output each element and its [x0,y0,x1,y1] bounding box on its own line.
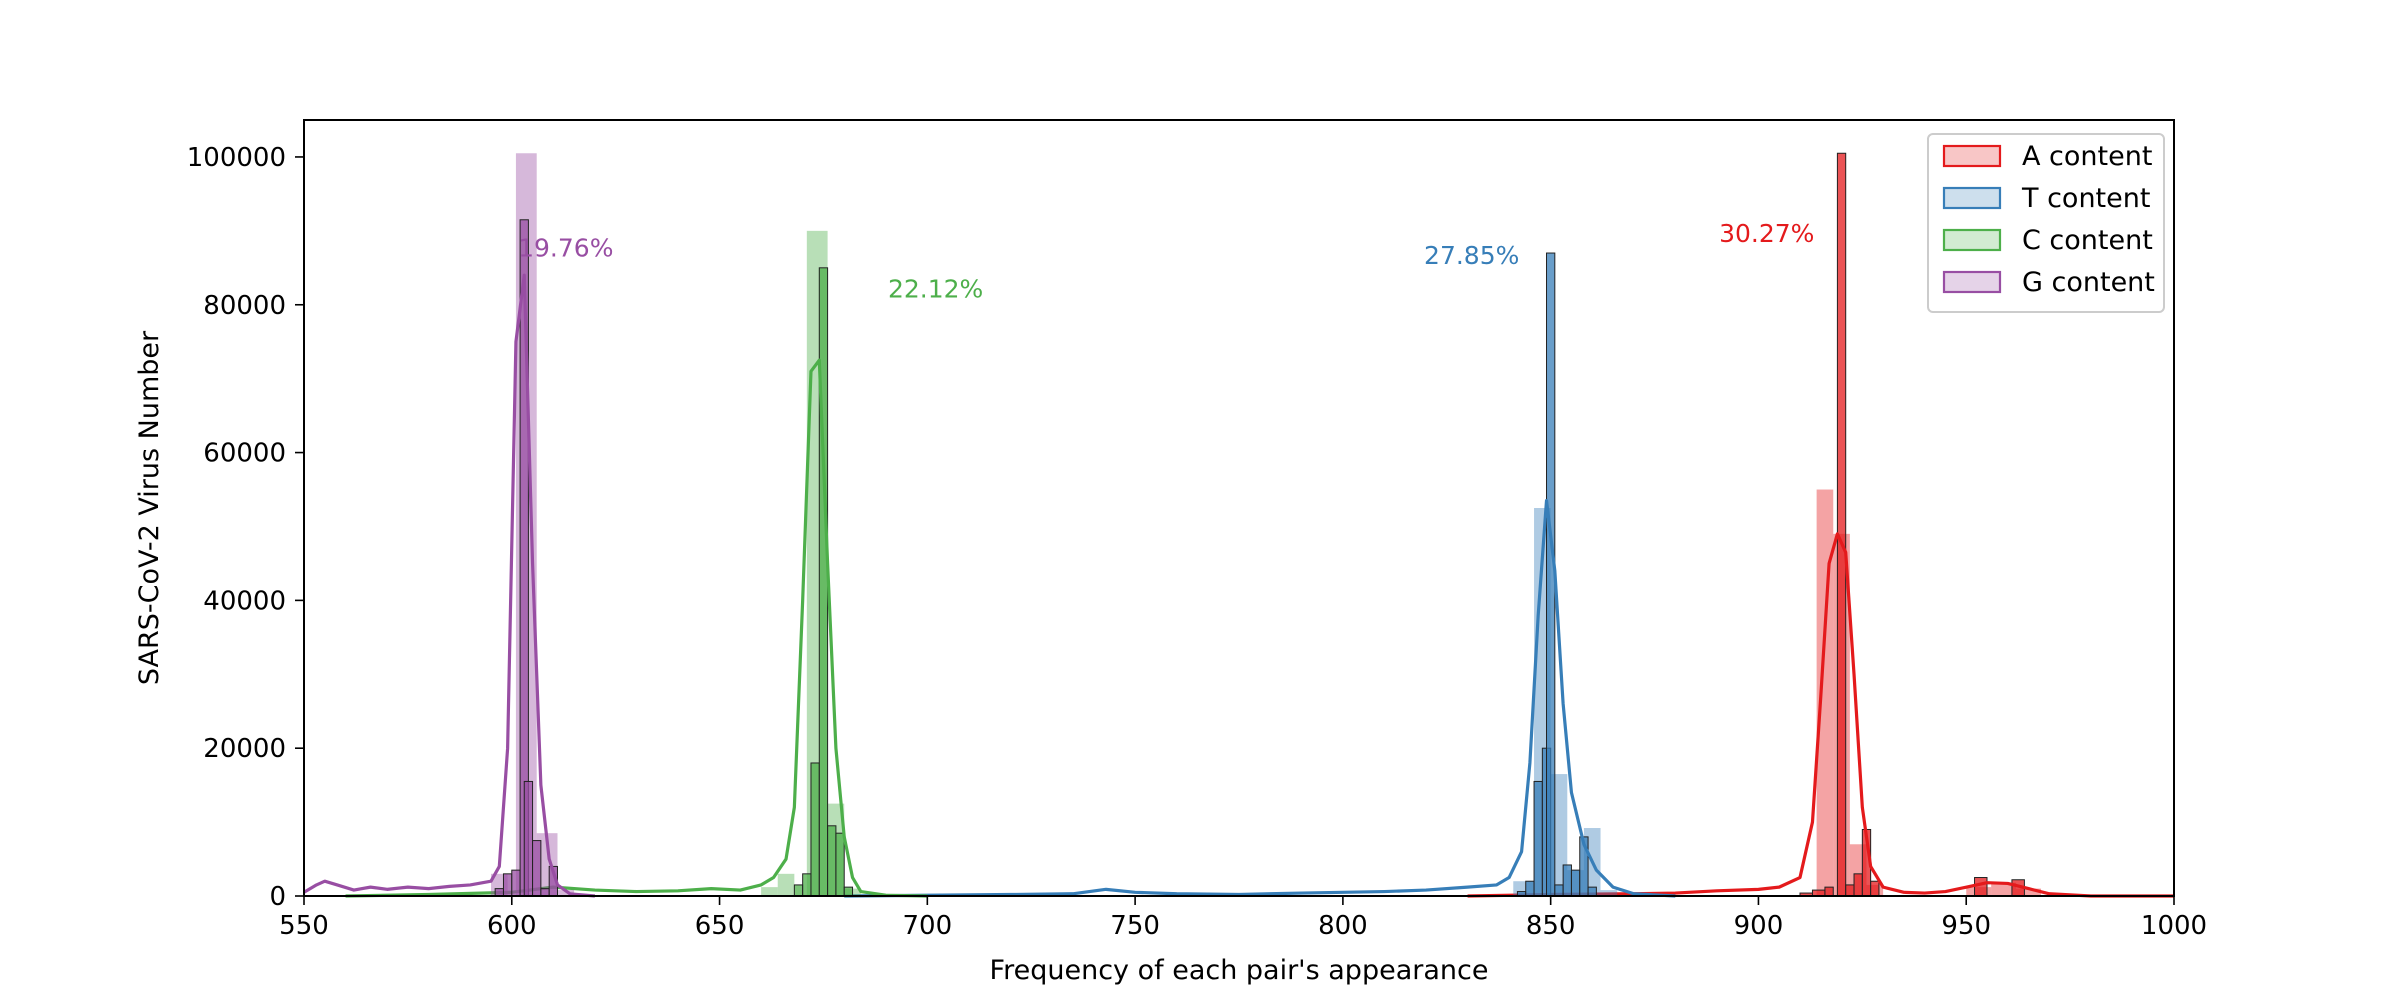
histogram-bar-narrow [1836,152,1847,897]
histogram-bar-narrow [1824,886,1834,897]
series-2 [844,252,1676,898]
legend-item: G content [1942,267,2155,298]
histogram-bar-narrow [1845,884,1855,897]
histogram-bar-wide [1991,882,2017,896]
histogram-bar-narrow [827,825,837,897]
legend-swatch [1942,228,2002,252]
series-4 [303,153,596,898]
x-tick-label: 650 [695,911,745,941]
histogram-bar-narrow [793,884,804,897]
percentage-annotation: 19.76% [518,234,613,263]
histogram-bar-narrow [511,869,521,897]
legend-item: T content [1942,183,2150,214]
x-tick-label: 550 [279,911,329,941]
x-tick-label: 900 [1734,911,1784,941]
legend-label: A content [2022,141,2152,172]
y-tick-label: 100000 [187,143,286,173]
series-1 [1467,152,2174,898]
legend-label: T content [2021,183,2150,214]
histogram-bar-narrow [1870,880,1880,897]
histogram-bar-narrow [1853,873,1863,897]
x-tick-label: 1000 [2141,911,2207,941]
histogram-bar-wide [1816,489,1834,896]
plot-area [303,152,2174,898]
legend-swatch [1942,270,2002,294]
histogram-bar-narrow [532,840,542,897]
histogram-bar-narrow [802,873,812,897]
percentage-annotation: 30.27% [1719,219,1814,248]
histogram-bar-narrow [843,886,854,897]
histogram-bar-narrow [1525,880,1535,897]
x-axis: 550 600 650 700 750 800 850 900 950 1000 [279,896,2207,941]
y-tick-label: 60000 [203,439,286,469]
histogram-bar-wide [1600,890,1618,896]
legend-swatch [1942,186,2002,210]
histogram-bar-wide [777,873,795,896]
histogram-bar-narrow [1533,780,1543,897]
x-tick-label: 800 [1318,911,1368,941]
y-axis-label: SARS-CoV-2 Virus Number [134,330,165,685]
histogram-bar-narrow [494,888,504,897]
plot-frame [303,119,2175,897]
kde-curve [1467,532,2174,898]
percentage-annotation: 22.12% [888,274,983,303]
histogram-bar-narrow [523,780,534,897]
legend-label: C content [2022,225,2153,256]
legend: A content T content C content G content [1927,133,2165,313]
histogram-bar-wide [761,887,778,896]
y-tick-label: 20000 [203,734,286,764]
legend-swatch [1942,144,2002,168]
kde-curve [844,499,1676,898]
y-tick-label: 0 [269,882,286,912]
x-tick-label: 600 [487,911,537,941]
y-tick-label: 40000 [203,586,286,616]
histogram-bar-narrow [1554,884,1564,897]
histogram-bar-narrow [1562,864,1572,897]
histogram-bar-narrow [540,888,550,897]
x-tick-label: 750 [1110,911,1160,941]
histogram-bar-narrow [1570,869,1581,897]
x-tick-label: 950 [1941,911,1991,941]
histogram-bar-wide [2016,888,2042,896]
legend-box [1927,133,2165,313]
kde-curve [345,358,928,898]
legend-item: A content [1942,141,2152,172]
legend-label: G content [2022,267,2155,298]
y-tick-label: 80000 [203,291,286,321]
histogram-bar-narrow [502,873,513,897]
percentage-annotation: 27.85% [1424,241,1519,270]
histogram-bar-narrow [835,832,845,897]
annotations: 30.27% 27.85% 22.12% 19.76% [518,219,1814,303]
x-axis-label: Frequency of each pair's appearance [990,955,1489,986]
histogram-bar-narrow [1974,877,1988,897]
x-tick-label: 850 [1526,911,1576,941]
histogram-bar-narrow [1587,886,1597,897]
histogram-bar-wide [557,890,575,896]
y-axis: 0 20000 40000 60000 80000 100000 [187,143,304,912]
legend-item: C content [1942,225,2153,256]
histogram-bar-narrow [810,762,820,897]
x-tick-label: 700 [903,911,953,941]
series-3 [345,230,928,898]
kde-curve [303,273,596,898]
